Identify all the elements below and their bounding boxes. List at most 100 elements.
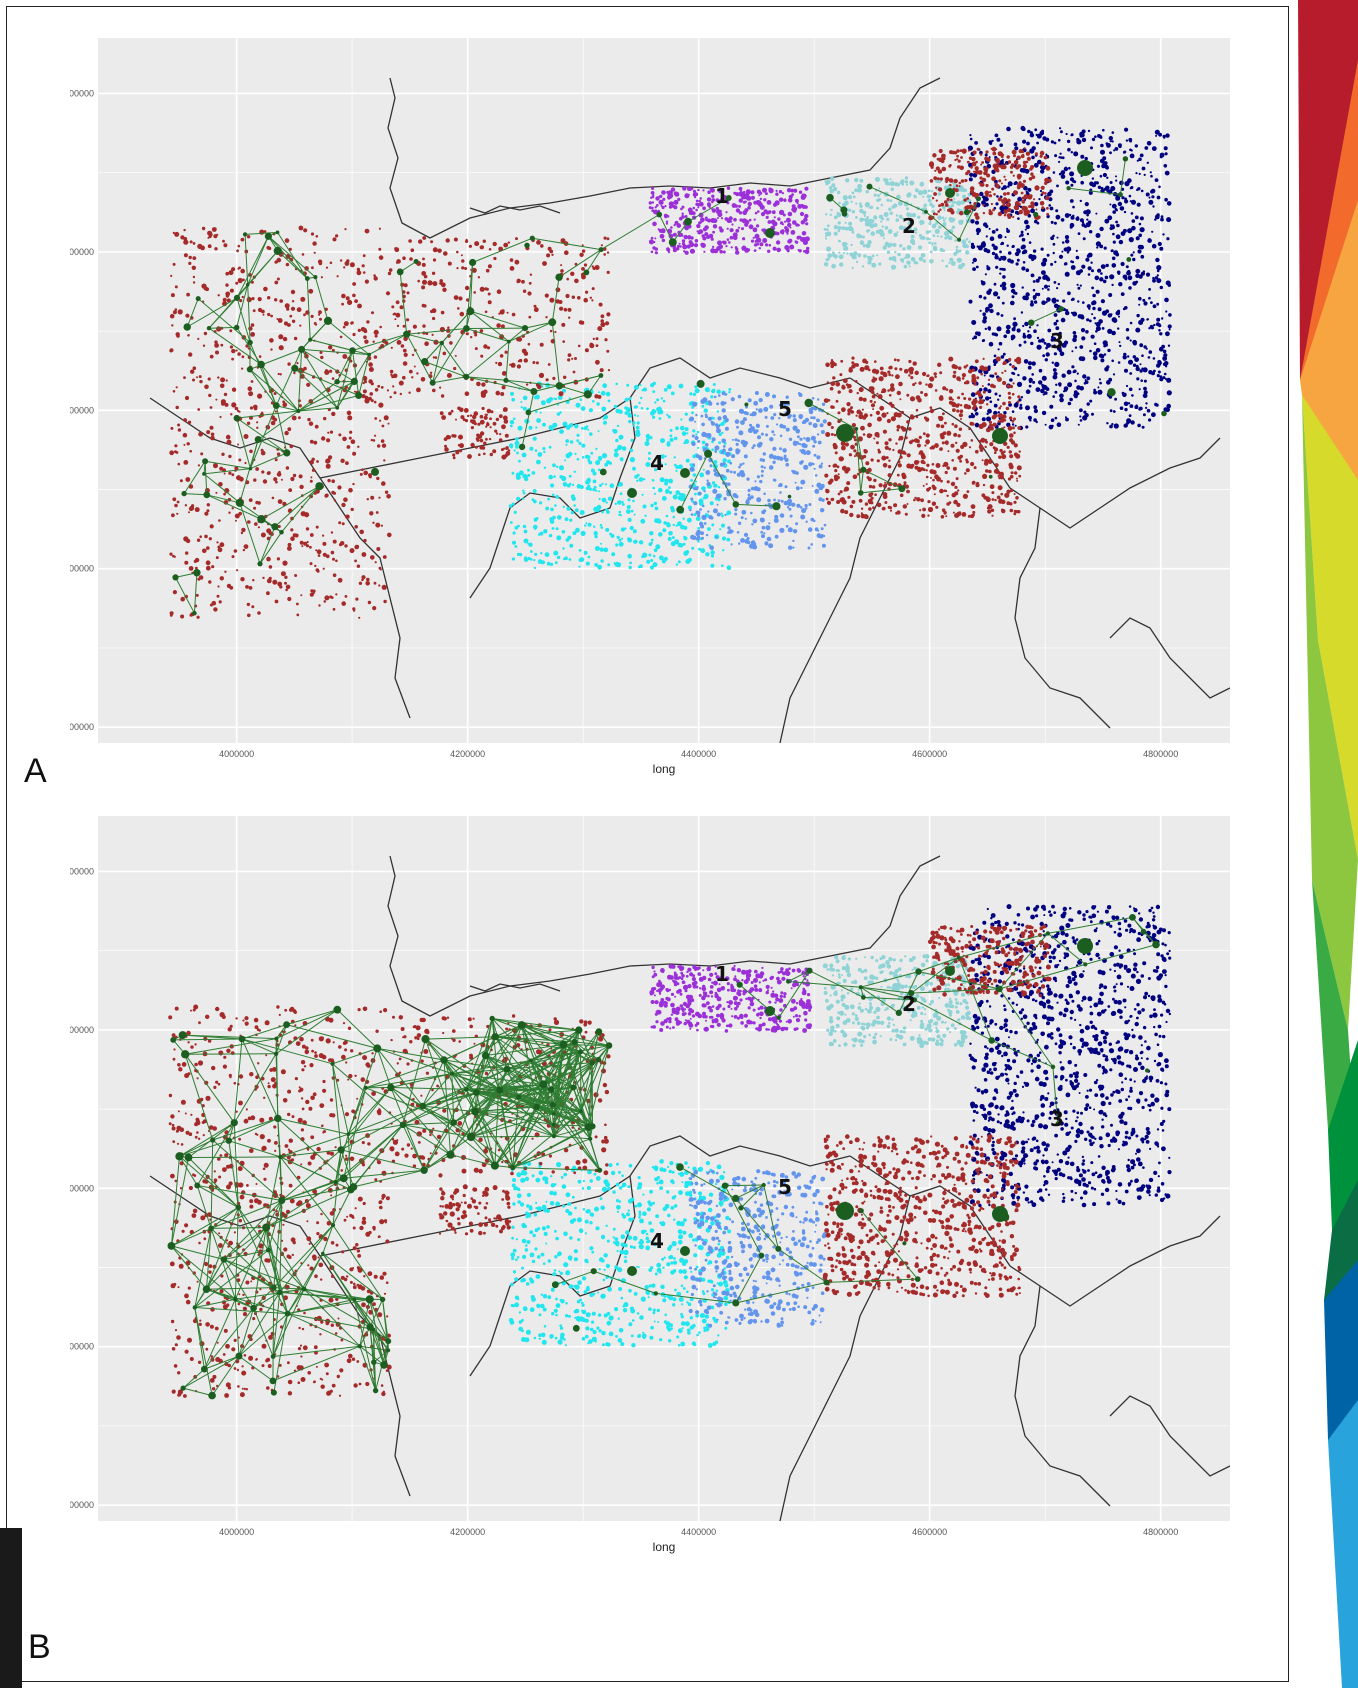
patch-point bbox=[319, 351, 323, 354]
patch-point bbox=[738, 204, 741, 208]
patch-point bbox=[567, 358, 571, 362]
patch-point bbox=[685, 550, 690, 554]
patch-point bbox=[548, 445, 552, 449]
patch-point bbox=[341, 502, 346, 508]
patch-point bbox=[825, 237, 828, 240]
patch-point bbox=[677, 521, 682, 527]
patch-point bbox=[540, 244, 544, 248]
patch-point bbox=[1079, 199, 1082, 203]
patch-point bbox=[174, 503, 178, 508]
patch-point bbox=[867, 422, 872, 428]
patch-point bbox=[253, 478, 257, 482]
patch-point bbox=[792, 414, 796, 418]
patch-point bbox=[733, 470, 737, 474]
patch-point bbox=[997, 197, 1002, 202]
patch-point bbox=[209, 603, 213, 607]
patch-point bbox=[610, 533, 615, 538]
patch-point bbox=[474, 333, 478, 337]
patch-point bbox=[705, 552, 710, 557]
patch-point bbox=[682, 186, 687, 191]
patch-point bbox=[585, 522, 588, 525]
patch-point bbox=[339, 335, 343, 339]
patch-point bbox=[1127, 275, 1133, 281]
patch-point bbox=[906, 453, 911, 458]
patch-point bbox=[1028, 177, 1033, 181]
patch-point bbox=[604, 483, 608, 486]
patch-point bbox=[578, 320, 583, 325]
patch-point bbox=[752, 236, 755, 239]
patch-point bbox=[848, 367, 853, 371]
patch-point bbox=[1102, 156, 1107, 161]
patch-point bbox=[211, 227, 217, 232]
patch-point bbox=[1163, 164, 1168, 168]
patch-point bbox=[920, 498, 924, 503]
other-patches-west bbox=[169, 225, 392, 619]
patch-point bbox=[352, 282, 356, 286]
patch-point bbox=[1018, 382, 1022, 386]
patch-point bbox=[175, 405, 179, 410]
patch-point bbox=[716, 428, 721, 434]
patch-point bbox=[1125, 265, 1129, 269]
patch-point bbox=[519, 470, 524, 476]
patch-point bbox=[808, 407, 813, 413]
patch-point bbox=[675, 563, 679, 566]
patch-point bbox=[1092, 293, 1096, 298]
y-tick-label: 2400000 bbox=[70, 722, 94, 732]
patch-point bbox=[783, 198, 787, 202]
patch-point bbox=[661, 559, 666, 564]
patch-point bbox=[1055, 214, 1061, 220]
patch-point bbox=[1065, 309, 1069, 312]
patch-point bbox=[418, 239, 423, 244]
patch-point bbox=[1118, 282, 1123, 287]
patch-point bbox=[1009, 416, 1013, 420]
patch-point bbox=[1003, 175, 1006, 178]
patch-point bbox=[1121, 196, 1125, 200]
patch-point bbox=[1110, 313, 1113, 316]
patch-point bbox=[788, 545, 793, 550]
patch-point bbox=[993, 291, 999, 297]
patch-point bbox=[513, 510, 517, 514]
patch-point bbox=[726, 227, 729, 230]
patch-point bbox=[443, 251, 448, 256]
patch-point bbox=[446, 373, 452, 378]
patch-point bbox=[696, 224, 701, 229]
patch-point bbox=[639, 383, 642, 387]
patch-point bbox=[697, 439, 701, 443]
patch-point bbox=[626, 505, 631, 509]
patch-point bbox=[1040, 388, 1045, 394]
patch-point bbox=[374, 388, 379, 392]
patch-point bbox=[1140, 379, 1143, 383]
patch-point bbox=[955, 184, 959, 187]
patch-point bbox=[1111, 330, 1116, 336]
patch-point bbox=[681, 431, 687, 436]
patch-point bbox=[888, 447, 891, 451]
patch-point bbox=[1156, 265, 1162, 271]
patch-point bbox=[1146, 318, 1149, 321]
patch-point bbox=[1039, 150, 1045, 156]
patch-point bbox=[654, 468, 658, 472]
patch-point bbox=[1058, 160, 1061, 163]
patch-point bbox=[725, 451, 731, 457]
patch-point bbox=[856, 514, 861, 519]
patch-point bbox=[788, 414, 792, 418]
patch-point bbox=[595, 460, 601, 466]
patch-point bbox=[1002, 401, 1006, 406]
patch-point bbox=[904, 176, 909, 180]
patch-point bbox=[1122, 151, 1126, 154]
patch-point bbox=[1070, 151, 1073, 154]
patch-point bbox=[868, 507, 872, 511]
patch-point bbox=[948, 164, 952, 168]
patch-point bbox=[1012, 382, 1015, 385]
patch-point bbox=[278, 470, 281, 474]
patch-point bbox=[914, 188, 919, 193]
patch-point bbox=[652, 562, 658, 568]
patch-point bbox=[997, 398, 1000, 401]
patch-point bbox=[890, 187, 894, 191]
patch-point bbox=[1080, 328, 1086, 333]
patch-point bbox=[417, 279, 421, 283]
patch-point bbox=[396, 340, 402, 345]
patch-point bbox=[674, 539, 680, 545]
patch-point bbox=[1004, 369, 1007, 373]
patch-point bbox=[1097, 386, 1100, 389]
patch-point bbox=[925, 469, 928, 472]
